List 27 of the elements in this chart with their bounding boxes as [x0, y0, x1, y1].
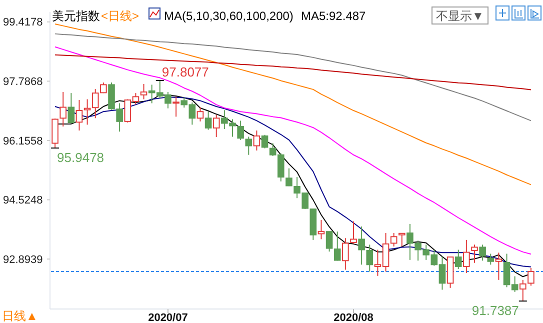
annotation: 97.8077: [162, 64, 209, 80]
line-series: [54, 46, 532, 255]
candlestick: [60, 91, 67, 128]
candlestick: [366, 244, 374, 272]
text: 日线▲: [2, 309, 38, 323]
annotation: 不显示▼: [436, 9, 484, 23]
y-tick-label: 97.7868: [3, 76, 43, 88]
candlestick: [172, 96, 180, 118]
annotation: 91.7387: [472, 303, 519, 318]
x-tick-label: 2020/07: [148, 312, 188, 323]
y-tick-label: 96.1558: [3, 135, 43, 148]
y-tick-label: 92.8939: [3, 254, 43, 266]
annotation: MA(5,10,30,60,100,200): [164, 9, 294, 23]
x-tick-label: 2020/08: [334, 312, 374, 323]
y-tick-label: 99.4178: [3, 16, 43, 29]
candlestick: [495, 252, 502, 280]
candlestick: [463, 239, 470, 274]
line-series: [54, 33, 532, 122]
y-tick-label: 94.5248: [3, 194, 43, 207]
candlestick: [196, 106, 204, 122]
annotation: MA5:92.487: [301, 9, 366, 23]
candlestick: [358, 226, 365, 266]
line-series: [54, 23, 532, 186]
line-series: [54, 54, 532, 90]
annotation: 95.9478: [57, 150, 104, 166]
chart-subtitle: <日线>: [101, 9, 140, 23]
chart-title: 美元指数: [52, 9, 100, 23]
